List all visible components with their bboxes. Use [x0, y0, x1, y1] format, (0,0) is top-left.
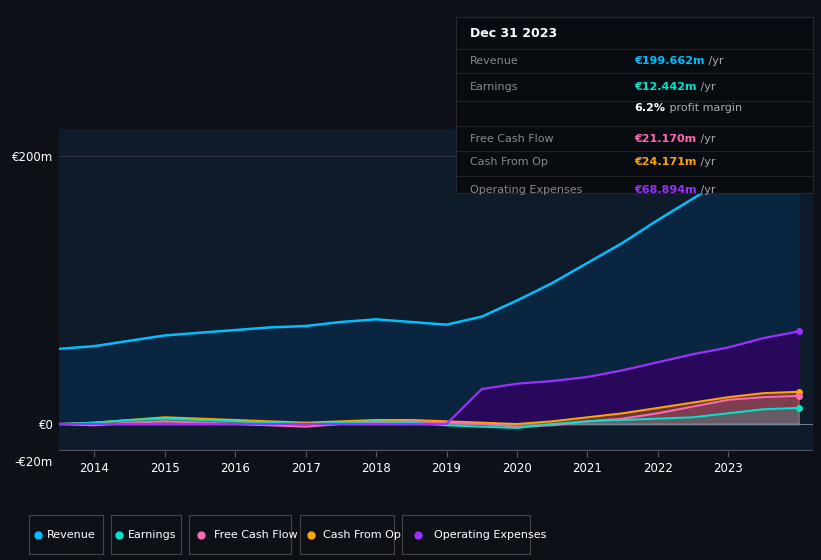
- Text: Free Cash Flow: Free Cash Flow: [214, 530, 298, 540]
- Text: /yr: /yr: [697, 157, 716, 167]
- Text: €21.170m: €21.170m: [635, 133, 696, 143]
- Text: €199.662m /yr: €199.662m /yr: [635, 56, 717, 66]
- Text: €68.894m: €68.894m: [635, 185, 697, 195]
- Text: /yr: /yr: [697, 82, 716, 92]
- Text: /yr: /yr: [697, 185, 716, 195]
- Text: Revenue: Revenue: [48, 530, 96, 540]
- Text: profit margin: profit margin: [666, 102, 742, 113]
- Text: Cash From Op: Cash From Op: [470, 157, 548, 167]
- Text: Revenue: Revenue: [470, 56, 519, 66]
- Text: Free Cash Flow: Free Cash Flow: [470, 133, 553, 143]
- Text: Dec 31 2023: Dec 31 2023: [470, 27, 557, 40]
- Text: €24.171m /yr: €24.171m /yr: [635, 157, 709, 167]
- Text: €199.662m: €199.662m: [635, 56, 704, 66]
- Text: /yr: /yr: [705, 56, 723, 66]
- Text: €21.170m /yr: €21.170m /yr: [635, 133, 709, 143]
- Text: €12.442m: €12.442m: [635, 82, 697, 92]
- Text: -€20m: -€20m: [15, 456, 53, 469]
- Text: Earnings: Earnings: [128, 530, 177, 540]
- Text: €68.894m /yr: €68.894m /yr: [635, 185, 709, 195]
- Text: Cash From Op: Cash From Op: [323, 530, 401, 540]
- Text: €24.171m: €24.171m: [635, 157, 696, 167]
- Text: 6.2% profit margin: 6.2% profit margin: [635, 102, 739, 113]
- Text: Operating Expenses: Operating Expenses: [470, 185, 582, 195]
- Text: Operating Expenses: Operating Expenses: [434, 530, 547, 540]
- Text: /yr: /yr: [697, 133, 716, 143]
- Text: 6.2%: 6.2%: [635, 102, 665, 113]
- Text: Earnings: Earnings: [470, 82, 518, 92]
- Text: €12.442m /yr: €12.442m /yr: [635, 82, 709, 92]
